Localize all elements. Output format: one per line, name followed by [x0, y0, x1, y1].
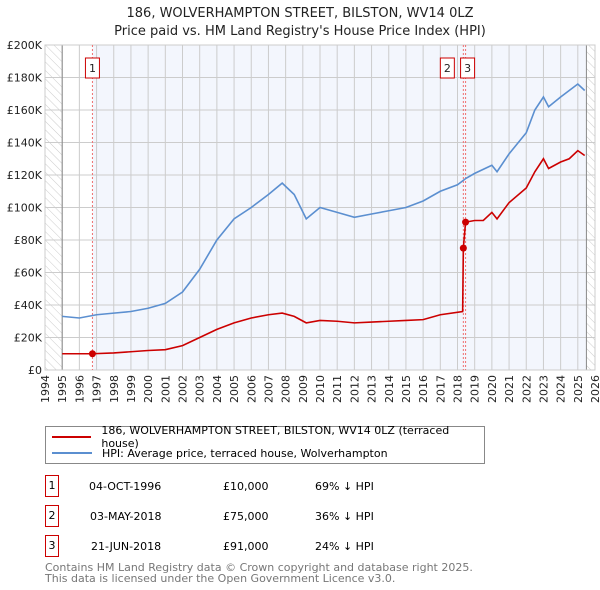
y-tick-label: £120K — [7, 169, 43, 182]
x-tick-label: 1999 — [125, 375, 138, 403]
transaction-date: 21-JUN-2018 — [91, 540, 162, 553]
x-tick-label: 1997 — [91, 375, 104, 403]
x-tick-label: 2013 — [366, 375, 379, 403]
x-tick-label: 1996 — [73, 375, 86, 403]
x-tick-label: 2003 — [194, 375, 207, 403]
y-tick-label: £60K — [14, 267, 43, 280]
x-tick-label: 2002 — [177, 375, 190, 403]
x-tick-label: 2014 — [383, 375, 396, 403]
sale-label: 2 — [444, 62, 451, 75]
x-tick-label: 2022 — [520, 375, 533, 403]
x-tick-label: 2024 — [555, 375, 568, 403]
transaction-price: £75,000 — [223, 510, 269, 523]
sale-label: 3 — [464, 62, 471, 75]
transaction-hpi: 69% ↓ HPI — [315, 480, 374, 493]
transaction-row: 3 21-JUN-2018 £91,000 24% ↓ HPI — [45, 535, 465, 559]
x-tick-label: 2011 — [331, 375, 344, 403]
sale-label-box — [84, 57, 100, 79]
sale-label-box — [460, 57, 476, 79]
transaction-hpi: 24% ↓ HPI — [315, 540, 374, 553]
transaction-num: 1 — [45, 475, 59, 497]
x-tick-label: 2018 — [452, 375, 465, 403]
y-tick-label: £100K — [7, 202, 43, 215]
transaction-num: 3 — [45, 535, 59, 557]
x-tick-label: 2025 — [572, 375, 585, 403]
x-tick-label: 2023 — [537, 375, 550, 403]
x-tick-label: 2004 — [211, 375, 224, 403]
hpi-line — [62, 82, 586, 319]
sale-point — [459, 244, 467, 252]
legend: 186, WOLVERHAMPTON STREET, BILSTON, WV14… — [45, 424, 485, 464]
transaction-row: 2 03-MAY-2018 £75,000 36% ↓ HPI — [45, 505, 465, 529]
legend-blue-line-icon — [52, 452, 92, 454]
x-tick-label: 2016 — [417, 375, 430, 403]
x-tick-label: 2026 — [589, 375, 600, 403]
sale-point — [462, 218, 470, 226]
x-tick-label: 2005 — [228, 375, 241, 403]
x-tick-label: 2007 — [262, 375, 275, 403]
x-tick-label: 2015 — [400, 375, 413, 403]
x-tick-label: 2009 — [297, 375, 310, 403]
transaction-hpi: 36% ↓ HPI — [315, 510, 374, 523]
x-tick-label: 2010 — [314, 375, 327, 403]
x-tick-label: 2019 — [469, 375, 482, 403]
sale-label-box — [439, 57, 455, 79]
transaction-price: £91,000 — [223, 540, 269, 553]
x-tick-label: 1995 — [56, 375, 69, 403]
plot-area: 1994 1995 1996 1997 1998 1999 2000 2001 2002 2003… — [7, 39, 600, 403]
footer-line-2: This data is licensed under the Open Gov… — [45, 572, 396, 585]
transaction-row: 1 04-OCT-1996 £10,000 69% ↓ HPI — [45, 475, 465, 499]
y-tick-label: £80K — [14, 234, 43, 247]
chart-subtitle: Price paid vs. HM Land Registry's House … — [114, 24, 486, 39]
x-tick-label: 2001 — [159, 375, 172, 403]
x-tick-label: 2000 — [142, 375, 155, 403]
transaction-num: 2 — [45, 505, 59, 527]
y-tick-label: £160K — [7, 104, 43, 117]
legend-red-line-icon — [52, 436, 92, 438]
footer: Contains HM Land Registry data © Crown c… — [45, 562, 473, 584]
legend-property: 186, WOLVERHAMPTON STREET, BILSTON, WV14… — [101, 424, 450, 450]
chart-title: 186, WOLVERHAMPTON STREET, BILSTON, WV14… — [126, 6, 474, 21]
sale-point — [88, 350, 96, 358]
plot-border — [44, 44, 596, 371]
sale-label: 1 — [89, 62, 96, 75]
transaction-date: 04-OCT-1996 — [89, 480, 162, 493]
legend-hpi: HPI: Average price, terraced house, Wolv… — [102, 446, 388, 460]
x-tick-label: 2017 — [434, 375, 447, 403]
price-paid-line — [62, 149, 586, 355]
y-tick-label: £0 — [28, 364, 42, 377]
y-tick-label: £20K — [14, 332, 43, 345]
x-tick-label: 2012 — [348, 375, 361, 403]
y-tick-label: £140K — [7, 137, 43, 150]
x-tick-label: 1998 — [108, 375, 121, 403]
y-tick-label: £200K — [7, 39, 43, 52]
x-tick-label: 2021 — [503, 375, 516, 403]
y-tick-label: £40K — [14, 299, 43, 312]
x-tick-label: 2006 — [245, 375, 258, 403]
transaction-date: 03-MAY-2018 — [90, 510, 162, 523]
x-tick-label: 2020 — [486, 375, 499, 403]
x-tick-label: 2008 — [280, 375, 293, 403]
footer-line-1: Contains HM Land Registry data © Crown c… — [45, 561, 473, 574]
x-tick-label: 1994 — [39, 375, 52, 403]
y-tick-label: £180K — [7, 72, 43, 85]
transaction-price: £10,000 — [223, 480, 269, 493]
